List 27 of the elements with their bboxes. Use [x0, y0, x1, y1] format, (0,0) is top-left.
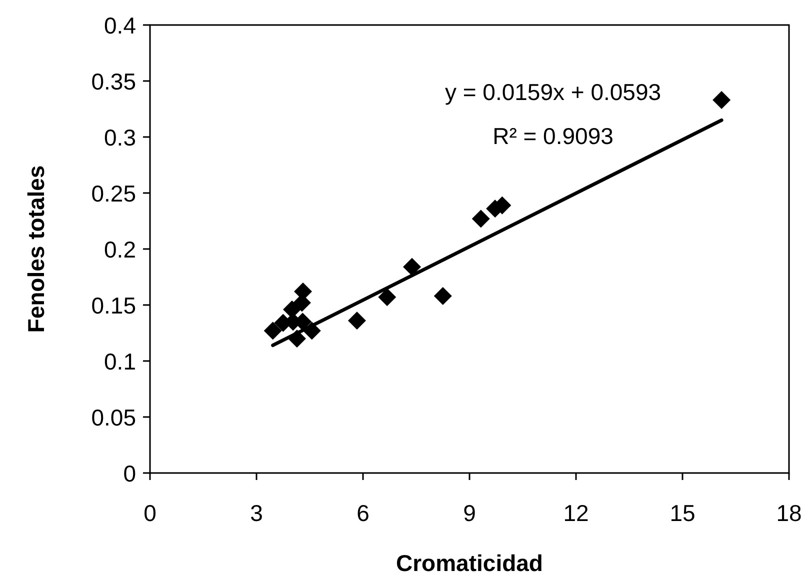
x-tick-label: 9 [463, 500, 476, 526]
point [348, 312, 366, 330]
annotation: y = 0.0159x + 0.0593 [444, 79, 662, 105]
point [378, 288, 396, 306]
x-tick-label: 0 [144, 500, 156, 526]
y-tick-label: 0.05 [91, 404, 136, 430]
x-tick-label: 6 [356, 500, 370, 526]
x-tick-label: 18 [776, 500, 802, 526]
y-tick-label: 0 [123, 460, 136, 486]
point [402, 258, 421, 276]
y-tick-label: 0.35 [91, 68, 136, 94]
y-tick-label: 0.2 [104, 236, 136, 262]
y-tick-label: 0.3 [104, 124, 136, 150]
y-tick-label: 0.4 [104, 12, 136, 38]
x-axis-title: Cromaticidad [396, 550, 543, 576]
x-tick-label: 15 [670, 500, 696, 526]
annotation: R² = 0.9093 [492, 123, 614, 149]
y-axis-title: Fenoles totales [23, 165, 49, 333]
point [472, 210, 490, 228]
x-tick-label: 3 [250, 500, 263, 526]
y-tick-label: 0.15 [91, 292, 136, 318]
point [264, 322, 282, 340]
y-tick-label: 0.25 [91, 180, 136, 206]
point [434, 287, 452, 306]
point [712, 91, 731, 110]
y-tick-label: 0.1 [104, 348, 136, 374]
x-tick-label: 12 [563, 500, 589, 526]
